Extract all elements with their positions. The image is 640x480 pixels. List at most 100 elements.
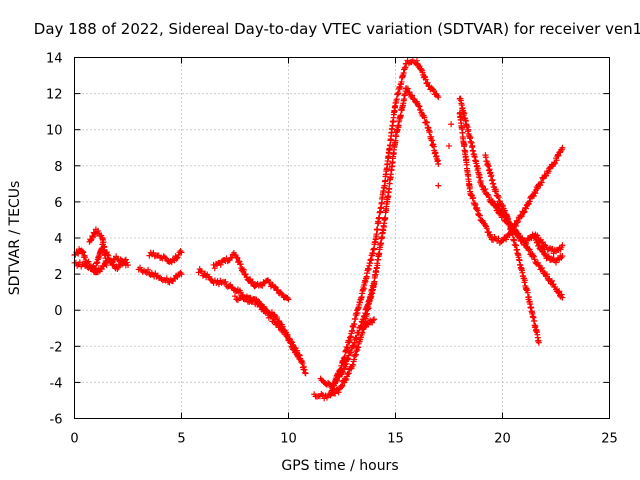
data-point — [247, 276, 254, 283]
data-point — [531, 256, 538, 263]
data-point — [526, 198, 533, 205]
data-point — [146, 252, 153, 259]
data-point — [170, 256, 177, 263]
data-point — [539, 239, 546, 246]
data-point — [487, 231, 494, 238]
data-point — [523, 240, 530, 247]
data-point — [424, 79, 431, 86]
data-point — [113, 253, 120, 260]
data-point — [518, 213, 525, 220]
data-point — [496, 198, 503, 205]
data-point — [125, 262, 131, 269]
y-tick-label: -4 — [50, 376, 63, 391]
x-tick-label: 10 — [280, 432, 297, 447]
data-point — [369, 287, 376, 294]
y-tick-label: 8 — [54, 160, 62, 175]
data-point — [559, 144, 566, 151]
data-point — [492, 201, 499, 208]
data-point — [95, 227, 102, 234]
series-track-p — [488, 197, 566, 301]
data-point — [332, 390, 339, 397]
data-points — [71, 57, 566, 402]
x-tick-label: 15 — [387, 432, 404, 447]
data-point — [435, 182, 442, 189]
data-point — [406, 89, 413, 96]
data-point — [342, 377, 349, 384]
data-point — [515, 230, 522, 237]
data-point — [335, 389, 342, 396]
data-point — [500, 212, 507, 219]
data-point — [556, 288, 563, 295]
data-point — [430, 87, 437, 94]
data-point — [421, 114, 428, 121]
data-point — [404, 85, 411, 92]
data-point — [177, 269, 184, 276]
series-track-i — [311, 85, 442, 402]
data-point — [295, 352, 302, 359]
data-point — [525, 201, 532, 208]
data-point — [90, 234, 97, 241]
data-point — [495, 235, 502, 242]
data-point — [508, 222, 515, 229]
data-point — [285, 296, 292, 303]
data-point — [511, 236, 518, 243]
data-point — [535, 339, 542, 346]
data-point — [353, 335, 360, 342]
data-point — [497, 208, 504, 215]
series-isolated — [435, 121, 467, 189]
data-point — [249, 278, 256, 285]
data-point — [87, 237, 94, 244]
data-point — [351, 321, 358, 328]
data-point — [545, 253, 552, 260]
data-point — [163, 275, 170, 282]
data-point — [429, 137, 436, 144]
data-point — [543, 271, 550, 278]
series-track-l — [360, 316, 378, 333]
data-point — [532, 234, 539, 241]
data-point — [288, 343, 295, 350]
x-axis-label: GPS time / hours — [281, 458, 398, 474]
data-point — [273, 314, 280, 321]
data-point — [501, 207, 508, 214]
y-tick-label: 10 — [46, 124, 63, 139]
data-point — [243, 295, 250, 302]
y-tick-label: -6 — [50, 413, 63, 428]
y-tick-label: 0 — [54, 304, 62, 319]
data-point — [548, 277, 555, 284]
data-point — [257, 300, 264, 307]
data-point — [345, 370, 352, 377]
data-point — [499, 237, 506, 244]
data-point — [239, 266, 246, 273]
data-point — [535, 262, 542, 269]
data-point — [415, 102, 422, 109]
data-point — [515, 218, 522, 225]
data-point — [488, 172, 495, 179]
data-point — [448, 121, 455, 128]
data-point — [492, 202, 499, 209]
data-point — [408, 92, 415, 99]
data-point — [206, 273, 213, 280]
y-tick-label: -2 — [50, 340, 63, 355]
data-point — [488, 197, 495, 204]
data-point — [103, 262, 110, 269]
data-point — [74, 262, 81, 269]
data-point — [525, 294, 532, 301]
data-point — [178, 271, 185, 278]
data-point — [233, 296, 240, 303]
data-point — [519, 234, 526, 241]
data-point — [493, 188, 500, 195]
data-point — [319, 391, 326, 398]
series-track-e — [146, 248, 185, 266]
data-point — [232, 293, 238, 300]
data-point — [329, 385, 336, 392]
data-point — [291, 346, 298, 353]
y-tick-label: 4 — [54, 232, 62, 247]
data-point — [279, 323, 286, 330]
x-tick-label: 5 — [177, 432, 185, 447]
data-point — [341, 353, 348, 360]
data-point — [525, 247, 532, 254]
series-track-q — [531, 234, 566, 266]
data-point — [499, 202, 506, 209]
data-point — [339, 383, 346, 390]
data-point — [534, 185, 541, 192]
